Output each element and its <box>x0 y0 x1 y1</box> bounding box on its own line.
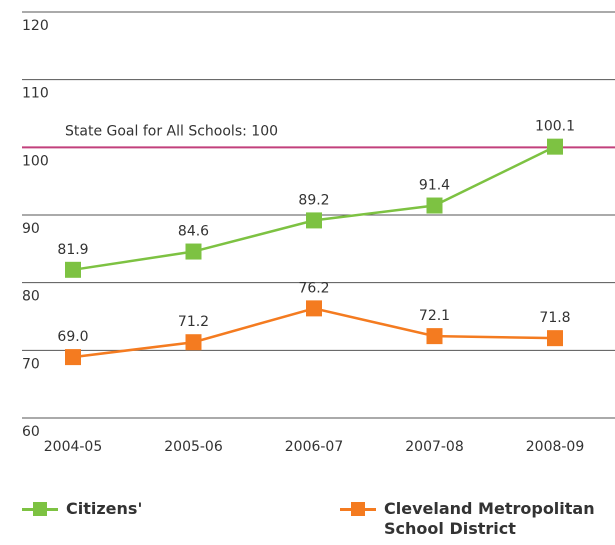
x-tick-label: 2007-08 <box>405 439 464 455</box>
y-tick-label: 100 <box>22 153 49 169</box>
x-tick-label: 2004-05 <box>44 439 103 455</box>
legend-marker <box>351 502 365 516</box>
value-label: 84.6 <box>178 224 209 240</box>
value-label: 81.9 <box>57 242 88 258</box>
value-label: 100.1 <box>535 119 575 135</box>
point <box>306 300 322 317</box>
point <box>65 261 81 278</box>
point <box>185 243 202 260</box>
y-tick-label: 70 <box>22 356 40 372</box>
value-label: 72.1 <box>419 308 450 324</box>
point <box>426 197 443 214</box>
point <box>547 330 563 347</box>
value-label: 71.2 <box>178 314 209 330</box>
y-tick-label: 80 <box>22 289 40 305</box>
y-tick-label: 90 <box>22 221 40 237</box>
y-tick-label: 110 <box>22 86 49 102</box>
x-tick-label: 2006-07 <box>285 439 344 455</box>
legend-label: Citizens' <box>66 499 143 518</box>
value-label: 91.4 <box>419 178 450 194</box>
legend-label: Cleveland Metropolitan School District <box>384 499 595 538</box>
point <box>185 334 202 351</box>
value-label: 89.2 <box>298 192 329 208</box>
x-tick-label: 2008-09 <box>526 439 585 455</box>
point <box>65 349 81 366</box>
point <box>547 138 563 155</box>
value-label: 69.0 <box>57 329 88 345</box>
goal-label: State Goal for All Schools: 100 <box>65 123 278 139</box>
legend-marker <box>33 502 47 516</box>
point <box>426 328 443 345</box>
x-tick-label: 2005-06 <box>164 439 223 455</box>
y-tick-label: 120 <box>22 18 49 34</box>
value-label: 76.2 <box>298 280 329 296</box>
value-label: 71.8 <box>539 310 570 326</box>
point <box>306 212 322 229</box>
y-tick-label: 60 <box>22 424 40 440</box>
